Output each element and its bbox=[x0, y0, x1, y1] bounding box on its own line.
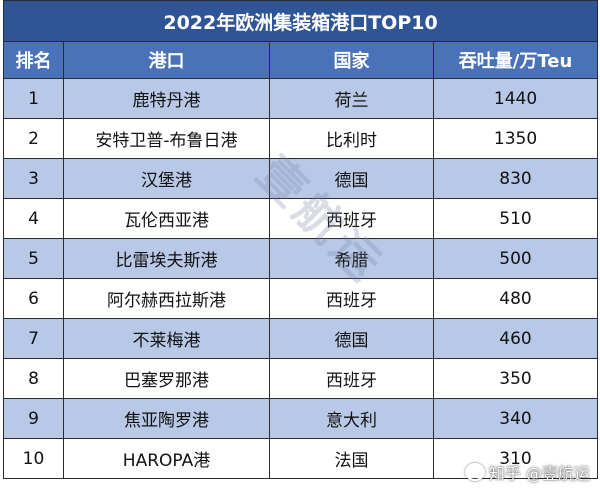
rank-cell: 5 bbox=[3, 238, 64, 279]
throughput-cell: 310 bbox=[432, 438, 599, 479]
port-cell: 瓦伦西亚港 bbox=[63, 198, 270, 239]
table-row: 2 安特卫普-布鲁日港 比利时 1350 bbox=[3, 118, 599, 159]
rank-cell: 1 bbox=[3, 78, 64, 119]
rank-cell: 7 bbox=[3, 318, 64, 359]
country-cell: 意大利 bbox=[269, 398, 434, 439]
country-cell: 法国 bbox=[269, 438, 434, 479]
table-row: 9 焦亚陶罗港 意大利 340 bbox=[3, 398, 599, 439]
port-cell: 比雷埃夫斯港 bbox=[63, 238, 270, 279]
throughput-cell: 1440 bbox=[432, 78, 599, 119]
rank-cell: 10 bbox=[3, 438, 64, 479]
throughput-cell: 480 bbox=[432, 278, 599, 319]
country-cell: 德国 bbox=[269, 158, 434, 199]
port-cell: 巴塞罗那港 bbox=[63, 358, 270, 399]
rank-cell: 2 bbox=[3, 118, 64, 159]
port-cell: 鹿特丹港 bbox=[63, 78, 270, 119]
header-port: 港口 bbox=[63, 41, 270, 79]
throughput-cell: 460 bbox=[432, 318, 599, 359]
country-cell: 希腊 bbox=[269, 238, 434, 279]
table-row: 7 不莱梅港 德国 460 bbox=[3, 318, 599, 359]
rank-cell: 6 bbox=[3, 278, 64, 319]
throughput-cell: 1350 bbox=[432, 118, 599, 159]
header-rank: 排名 bbox=[3, 41, 64, 79]
throughput-cell: 510 bbox=[432, 198, 599, 239]
rank-cell: 4 bbox=[3, 198, 64, 239]
country-cell: 西班牙 bbox=[269, 278, 434, 319]
table-row: 6 阿尔赫西拉斯港 西班牙 480 bbox=[3, 278, 599, 319]
port-cell: 阿尔赫西拉斯港 bbox=[63, 278, 270, 319]
port-cell: 焦亚陶罗港 bbox=[63, 398, 270, 439]
throughput-cell: 340 bbox=[432, 398, 599, 439]
table-title: 2022年欧洲集装箱港口TOP10 bbox=[2, 0, 599, 42]
table-row: 8 巴塞罗那港 西班牙 350 bbox=[3, 358, 599, 399]
country-cell: 西班牙 bbox=[269, 358, 434, 399]
table-row: 4 瓦伦西亚港 西班牙 510 bbox=[3, 198, 599, 239]
port-cell: 汉堡港 bbox=[63, 158, 270, 199]
header-throughput: 吞吐量/万Teu bbox=[432, 41, 599, 79]
rank-cell: 8 bbox=[3, 358, 64, 399]
port-ranking-table: 2022年欧洲集装箱港口TOP10 排名 港口 国家 吞吐量/万Teu 1 鹿特… bbox=[2, 0, 599, 479]
throughput-cell: 350 bbox=[432, 358, 599, 399]
port-cell: 不莱梅港 bbox=[63, 318, 270, 359]
throughput-cell: 500 bbox=[432, 238, 599, 279]
rank-cell: 9 bbox=[3, 398, 64, 439]
port-cell: 安特卫普-布鲁日港 bbox=[63, 118, 270, 159]
port-cell: HAROPA港 bbox=[63, 438, 270, 479]
table-row: 5 比雷埃夫斯港 希腊 500 bbox=[3, 238, 599, 279]
country-cell: 德国 bbox=[269, 318, 434, 359]
table-row: 1 鹿特丹港 荷兰 1440 bbox=[3, 78, 599, 119]
country-cell: 比利时 bbox=[269, 118, 434, 159]
country-cell: 西班牙 bbox=[269, 198, 434, 239]
header-country: 国家 bbox=[269, 41, 434, 79]
country-cell: 荷兰 bbox=[269, 78, 434, 119]
rank-cell: 3 bbox=[3, 158, 64, 199]
table-row: 3 汉堡港 德国 830 bbox=[3, 158, 599, 199]
table-row: 10 HAROPA港 法国 310 bbox=[3, 438, 599, 479]
throughput-cell: 830 bbox=[432, 158, 599, 199]
